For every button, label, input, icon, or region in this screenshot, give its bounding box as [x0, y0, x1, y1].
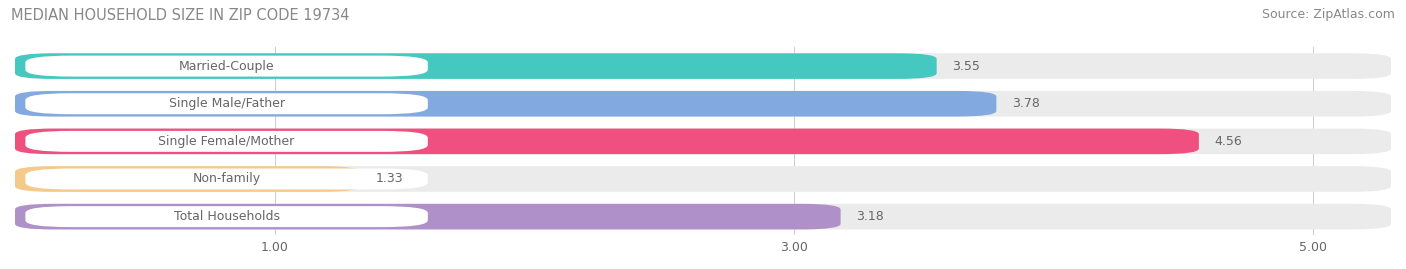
FancyBboxPatch shape	[15, 129, 1391, 154]
FancyBboxPatch shape	[15, 129, 1199, 154]
Text: Single Female/Mother: Single Female/Mother	[159, 135, 295, 148]
FancyBboxPatch shape	[15, 91, 997, 116]
Text: Married-Couple: Married-Couple	[179, 60, 274, 73]
Text: Single Male/Father: Single Male/Father	[169, 97, 284, 110]
FancyBboxPatch shape	[25, 56, 427, 77]
FancyBboxPatch shape	[15, 166, 360, 192]
Text: 3.18: 3.18	[856, 210, 884, 223]
FancyBboxPatch shape	[15, 204, 841, 229]
FancyBboxPatch shape	[15, 53, 1391, 79]
FancyBboxPatch shape	[15, 53, 936, 79]
FancyBboxPatch shape	[25, 131, 427, 152]
Text: 3.55: 3.55	[952, 60, 980, 73]
Text: 1.33: 1.33	[375, 172, 404, 186]
Text: 3.78: 3.78	[1012, 97, 1040, 110]
Text: 4.56: 4.56	[1215, 135, 1243, 148]
Text: MEDIAN HOUSEHOLD SIZE IN ZIP CODE 19734: MEDIAN HOUSEHOLD SIZE IN ZIP CODE 19734	[11, 8, 350, 23]
FancyBboxPatch shape	[15, 91, 1391, 116]
FancyBboxPatch shape	[25, 168, 427, 189]
Text: Non-family: Non-family	[193, 172, 260, 186]
FancyBboxPatch shape	[25, 206, 427, 227]
FancyBboxPatch shape	[25, 93, 427, 114]
FancyBboxPatch shape	[15, 204, 1391, 229]
Text: Total Households: Total Households	[173, 210, 280, 223]
Text: Source: ZipAtlas.com: Source: ZipAtlas.com	[1261, 8, 1395, 21]
FancyBboxPatch shape	[15, 166, 1391, 192]
